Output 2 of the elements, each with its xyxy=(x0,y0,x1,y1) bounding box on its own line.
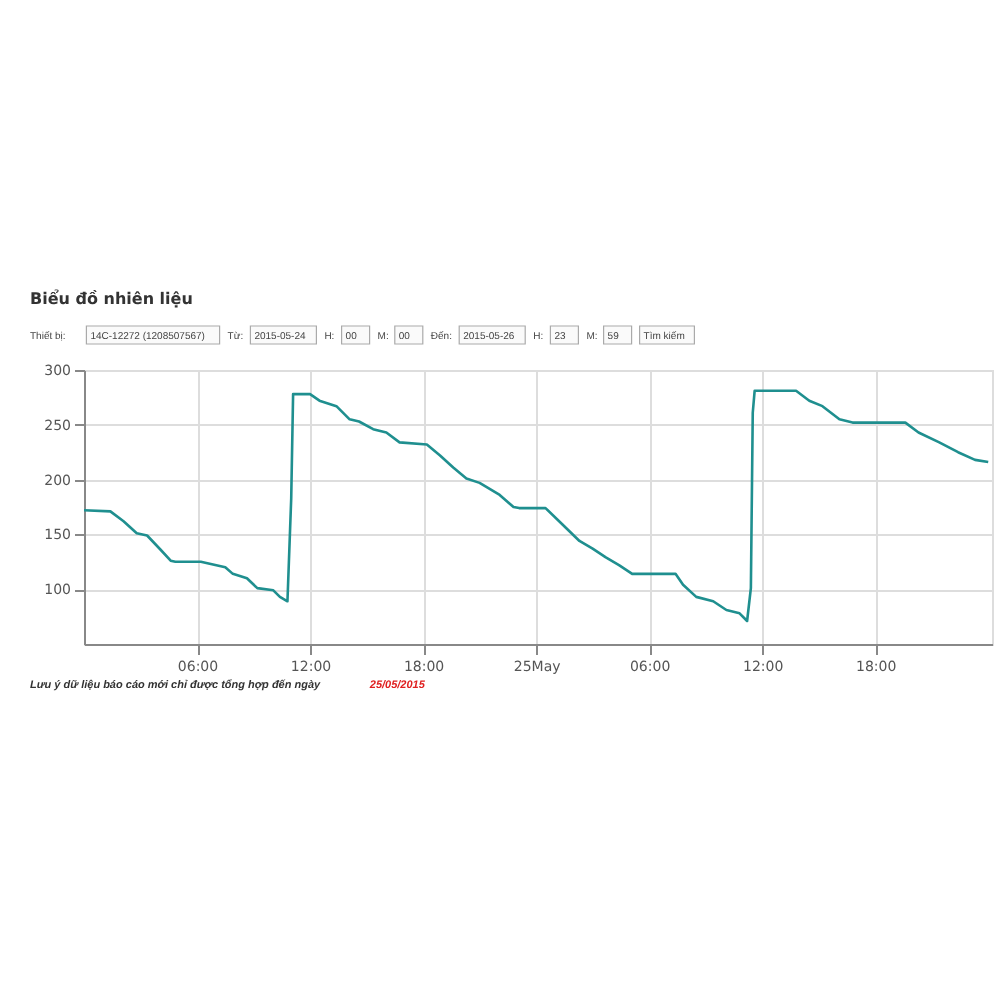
chart-title: Biểu đồ nhiên liệu xyxy=(30,288,194,308)
line-series xyxy=(84,389,990,623)
